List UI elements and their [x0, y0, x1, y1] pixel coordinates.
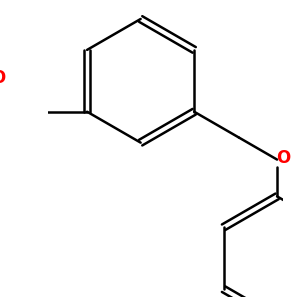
Text: O: O — [0, 69, 5, 87]
Text: O: O — [276, 149, 290, 167]
